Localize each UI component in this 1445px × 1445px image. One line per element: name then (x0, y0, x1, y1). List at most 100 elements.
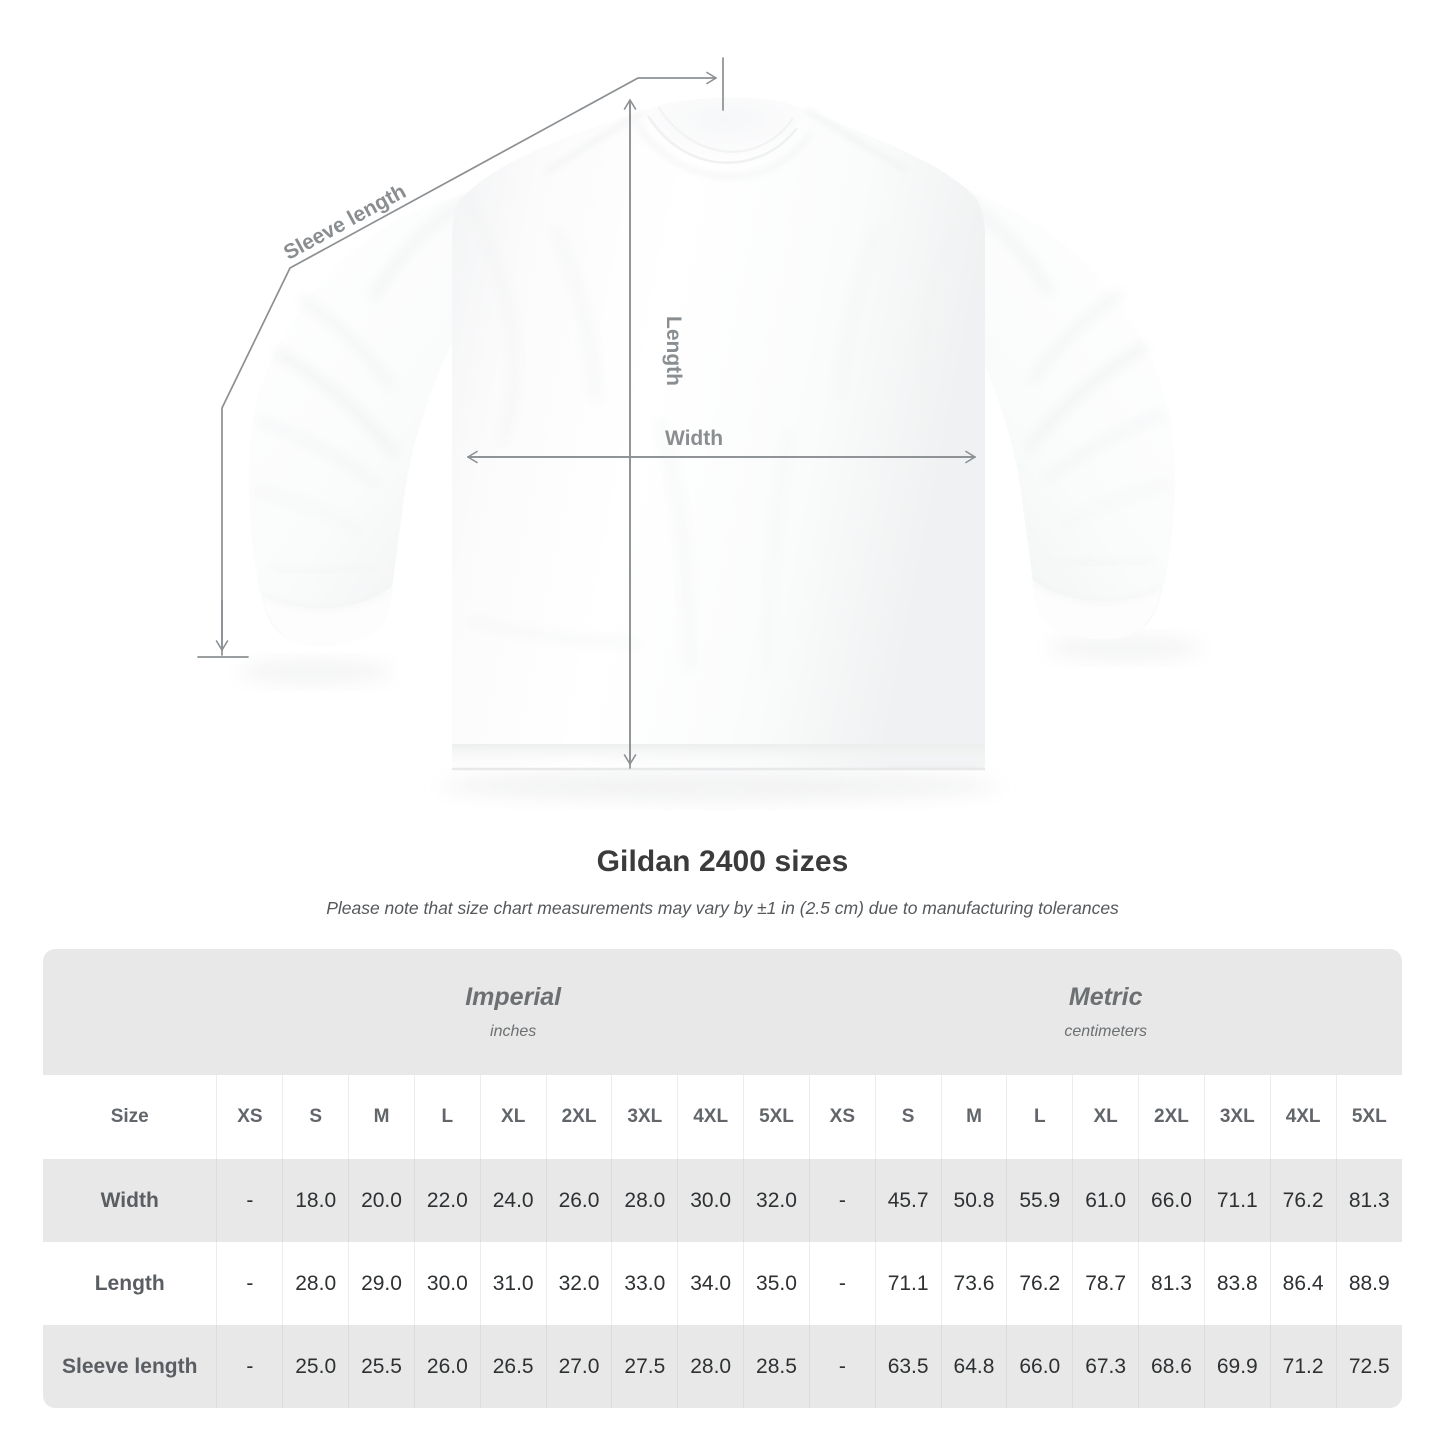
measurement-cell: 88.9 (1335, 1242, 1402, 1325)
size-header-cell-metric-5xl: 5XL (1335, 1075, 1402, 1159)
measurement-cell: 78.7 (1072, 1242, 1139, 1325)
unit-system-unit: centimeters (1064, 1022, 1148, 1040)
measurement-cell: 45.7 (874, 1159, 942, 1242)
size-header-cell-metric-2xl: 2XL (1138, 1075, 1205, 1159)
unit-system-name: Imperial (465, 982, 562, 1011)
measurement-cell: 24.0 (479, 1159, 547, 1242)
measurement-cell: 81.3 (1138, 1242, 1205, 1325)
measurement-cell: 25.5 (348, 1325, 415, 1408)
unit-system-cell-metric: Metric centimeters (809, 949, 1402, 1075)
sleeve-length-guide (221, 71, 717, 656)
size-header-cell-imperial-3xl: 3XL (611, 1075, 678, 1159)
table-row: Sleeve length -25.0 25.5 26.0 26.5 27.0 27.5 28… (43, 1325, 1402, 1408)
measurement-cell: 27.0 (545, 1325, 612, 1408)
size-header-row: Size XS S M L XL 2XL 3XL 4XL 5XL XS S M L XL 2XL 3XL 4XL 5… (43, 1075, 1402, 1159)
size-header-label: Size (43, 1075, 217, 1159)
measurement-cell: 25.0 (282, 1325, 349, 1408)
size-header-cell-imperial-xs: XS (216, 1075, 283, 1159)
width-label: Width (665, 427, 723, 450)
measurement-cell: 83.8 (1203, 1242, 1271, 1325)
measurement-cell: 71.2 (1269, 1325, 1337, 1408)
tolerance-note: Please note that size chart measurements… (326, 898, 1119, 918)
size-header-cell-imperial-m: M (348, 1075, 415, 1159)
measurement-row-label: Length (43, 1242, 217, 1325)
measurement-cell: 55.9 (1006, 1159, 1073, 1242)
garment-shadow (237, 635, 1203, 802)
garment-body (452, 97, 985, 771)
measurement-cell: 34.0 (677, 1242, 744, 1325)
measurement-cell: 26.0 (413, 1325, 481, 1408)
unit-system-name: Metric (1068, 982, 1143, 1011)
measurement-cell: 69.9 (1203, 1325, 1271, 1408)
measurement-cell: 76.2 (1006, 1242, 1073, 1325)
measurement-cell: 72.5 (1335, 1325, 1402, 1408)
measurement-cell: 27.5 (611, 1325, 678, 1408)
size-header-cell-imperial-l: L (413, 1075, 481, 1159)
garment-illustration: Sleeve length Length Width (197, 57, 1203, 802)
measurement-cell: 68.6 (1138, 1325, 1205, 1408)
measurement-cell: 32.0 (743, 1159, 810, 1242)
size-header-cell-imperial-s: S (282, 1075, 349, 1159)
unit-system-row: Imperial inches Metric centimeters (43, 949, 1402, 1075)
measurement-guides (197, 57, 976, 769)
table-row: Width -18.0 20.0 22.0 24.0 26.0 28.0 30.0 32.0-4… (43, 1159, 1402, 1242)
measurement-cell: 28.0 (677, 1325, 744, 1408)
measurement-cell: 64.8 (940, 1325, 1007, 1408)
size-header-cell-imperial-4xl: 4XL (677, 1075, 744, 1159)
measurement-cell: 32.0 (545, 1242, 612, 1325)
size-header-cell-imperial-2xl: 2XL (545, 1075, 612, 1159)
measurement-cell: 81.3 (1335, 1159, 1402, 1242)
measurement-cell: 18.0 (282, 1159, 349, 1242)
measurement-cell: 30.0 (413, 1242, 481, 1325)
measurement-cell: 71.1 (1203, 1159, 1271, 1242)
measurement-cell: 35.0 (743, 1242, 810, 1325)
measurement-cell: 29.0 (348, 1242, 415, 1325)
size-header-cell-imperial-xl: XL (479, 1075, 547, 1159)
measurement-cell: 26.0 (545, 1159, 612, 1242)
measurement-cell: 28.5 (743, 1325, 810, 1408)
table-row: Length -28.0 29.0 30.0 31.0 32.0 33.0 34.0 35.0-… (43, 1242, 1402, 1325)
measurement-cell: 66.0 (1006, 1325, 1073, 1408)
size-header-cell-metric-4xl: 4XL (1269, 1075, 1337, 1159)
size-chart-table: Imperial inches Metric centimeters Size XS S M L… (43, 949, 1402, 1408)
unit-system-cell-imperial: Imperial inches (216, 949, 810, 1075)
measurement-cell: 63.5 (874, 1325, 942, 1408)
measurement-cell: 26.5 (479, 1325, 547, 1408)
size-chart-table-wrap: Imperial inches Metric centimeters Size XS S M L… (43, 949, 1402, 1408)
unit-system-unit: inches (490, 1022, 537, 1040)
length-label: Length (662, 316, 685, 386)
title-block: Gildan 2400 sizes Please note that size … (0, 845, 1445, 919)
measurement-cell: 28.0 (282, 1242, 349, 1325)
measurement-cell: - (808, 1159, 876, 1242)
measurement-cell: - (216, 1325, 283, 1408)
measurement-cell: 67.3 (1072, 1325, 1139, 1408)
measurement-cell: 61.0 (1072, 1159, 1139, 1242)
measurement-cell: - (216, 1242, 283, 1325)
size-header-cell-metric-m: M (940, 1075, 1007, 1159)
size-header-cell-metric-xl: XL (1072, 1075, 1139, 1159)
measurement-cell: 30.0 (677, 1159, 744, 1242)
measurement-cell: - (808, 1242, 876, 1325)
measurement-cell: 76.2 (1269, 1159, 1337, 1242)
measurement-cell: 71.1 (874, 1242, 942, 1325)
measurement-cell: 22.0 (413, 1159, 481, 1242)
unit-row-spacer (43, 949, 217, 1075)
measurement-cell: 33.0 (611, 1242, 678, 1325)
measurement-cell: 31.0 (479, 1242, 547, 1325)
size-header-cell-metric-s: S (874, 1075, 942, 1159)
size-header-cell-metric-l: L (1006, 1075, 1073, 1159)
size-header-cell-metric-3xl: 3XL (1203, 1075, 1271, 1159)
measurement-row-label: Width (43, 1159, 217, 1242)
page-title: Gildan 2400 sizes (596, 845, 849, 878)
measurement-cell: 86.4 (1269, 1242, 1337, 1325)
measurement-cell: - (808, 1325, 876, 1408)
measurement-cell: 28.0 (611, 1159, 678, 1242)
measurement-cell: 50.8 (940, 1159, 1007, 1242)
measurement-cell: 66.0 (1138, 1159, 1205, 1242)
measurement-cell: - (216, 1159, 283, 1242)
size-header-cell-metric-xs: XS (808, 1075, 876, 1159)
measurement-cell: 73.6 (940, 1242, 1007, 1325)
measurement-row-label: Sleeve length (43, 1325, 217, 1408)
size-header-cell-imperial-5xl: 5XL (743, 1075, 810, 1159)
